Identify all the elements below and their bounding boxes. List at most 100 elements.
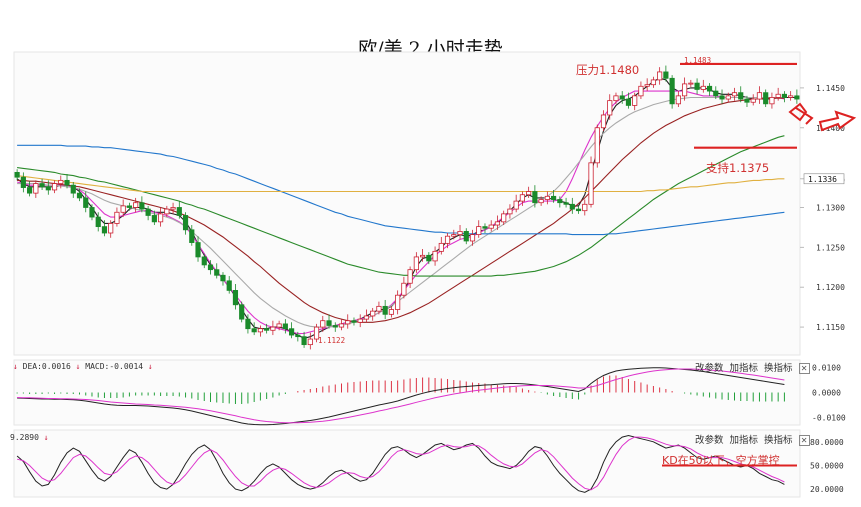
kd-add-button[interactable]: 加指标 (729, 435, 759, 446)
candle-body (139, 202, 145, 210)
candle-body (750, 98, 756, 103)
candle-body (176, 207, 182, 216)
candle-body (775, 93, 781, 98)
candle-body (557, 199, 563, 204)
candle-body (675, 95, 681, 105)
candle-body (126, 205, 132, 208)
candle-body (650, 79, 656, 86)
candle-body (182, 215, 189, 231)
candle-body (619, 95, 625, 100)
macd-add-button[interactable]: 加指标 (729, 363, 759, 374)
candle-body (264, 328, 270, 331)
candle-body (532, 191, 538, 204)
macd-ytick-label: -0.0100 (812, 414, 846, 423)
kd-params-button[interactable]: 改参数 (695, 435, 724, 446)
candle-body (482, 226, 488, 229)
candle-body (526, 191, 532, 196)
macd-params-button[interactable]: 改参数 (695, 363, 724, 374)
macd-dea-line (17, 368, 785, 424)
candle-body (189, 229, 195, 243)
candle-body (207, 264, 214, 271)
candle-body (438, 242, 444, 252)
candle-body (769, 97, 775, 105)
main-ytick-label: 1.1150 (816, 323, 845, 332)
candle-body (563, 202, 569, 205)
candle-body (538, 199, 544, 204)
candle-body (763, 92, 769, 105)
candle-body (632, 95, 638, 106)
candle-body (363, 315, 370, 320)
candle-body (145, 208, 151, 216)
kd-controls: 改参数 加指标 换指标 ✕ (695, 432, 816, 446)
candle-body (451, 234, 457, 237)
candle-body (569, 203, 575, 210)
candle-body (232, 290, 239, 306)
candle-body (507, 208, 513, 215)
candle-body (307, 338, 313, 346)
candle-body (195, 242, 201, 258)
candle-body (95, 216, 101, 228)
candle-body (376, 305, 382, 312)
candle-body (45, 186, 51, 191)
candle-body (788, 95, 794, 98)
candle-body (64, 179, 70, 186)
candle-body (39, 183, 45, 188)
candle-body (625, 98, 632, 106)
candle-body (295, 334, 301, 338)
candle-body (395, 294, 401, 310)
ma-line-ma250 (17, 175, 785, 193)
candle-body (682, 83, 688, 97)
ma-line-ma30 (17, 97, 785, 323)
candle-body (551, 195, 557, 200)
main-ytick-label: 1.1200 (816, 283, 845, 292)
candle-body (70, 184, 76, 194)
macd-panel-frame (13, 359, 801, 426)
candle-body (700, 85, 706, 90)
candle-body (444, 235, 451, 244)
candle-body (488, 224, 494, 229)
candle-body (164, 208, 170, 215)
candle-body (519, 194, 525, 202)
candle-body (282, 323, 288, 330)
candle-body (201, 256, 207, 266)
macd-close-icon[interactable]: ✕ (798, 363, 810, 374)
macd-dif-line (17, 367, 785, 426)
candle-body (170, 207, 176, 210)
candle-body (588, 162, 594, 205)
kd-ytick-label: 50.0000 (810, 461, 844, 470)
candle-body (14, 172, 20, 178)
main-ytick-label: 1.1250 (816, 243, 845, 252)
kd-label-row: 9.2890 ↓ (10, 433, 49, 442)
candle-body (713, 90, 719, 97)
macd-switch-button[interactable]: 换指标 (764, 363, 793, 374)
support-label: 支持1.1375 (706, 161, 770, 175)
candle-body (706, 85, 713, 92)
candle-body (719, 95, 725, 100)
candle-body (731, 92, 738, 97)
kd-value-label: 9.2890 (10, 433, 39, 442)
kd-switch-button[interactable]: 换指标 (764, 435, 793, 446)
kd-panel-frame (13, 429, 801, 498)
candle-body (644, 84, 650, 87)
candle-body (457, 231, 463, 235)
main-ytick-label: 1.1300 (816, 203, 845, 212)
candle-body (226, 280, 232, 291)
candle-body (251, 328, 257, 333)
candle-body (669, 77, 675, 105)
candle-body (781, 93, 787, 98)
kd-close-icon[interactable]: ✕ (798, 435, 810, 446)
candle-body (582, 203, 588, 212)
candle-body (370, 310, 376, 317)
kd-ytick-label: 20.0000 (810, 485, 844, 494)
candle-body (432, 250, 438, 262)
candle-body (663, 71, 669, 79)
candle-body (214, 269, 220, 276)
candle-body (476, 226, 482, 235)
candle-body (575, 208, 582, 212)
candle-body (101, 226, 108, 234)
main-panel-frame (13, 51, 801, 356)
current-price-label: 1.1336 (808, 175, 837, 184)
resistance-label: 压力1.1480 (576, 63, 640, 77)
candle-body (133, 202, 139, 208)
candle-body (513, 200, 519, 210)
